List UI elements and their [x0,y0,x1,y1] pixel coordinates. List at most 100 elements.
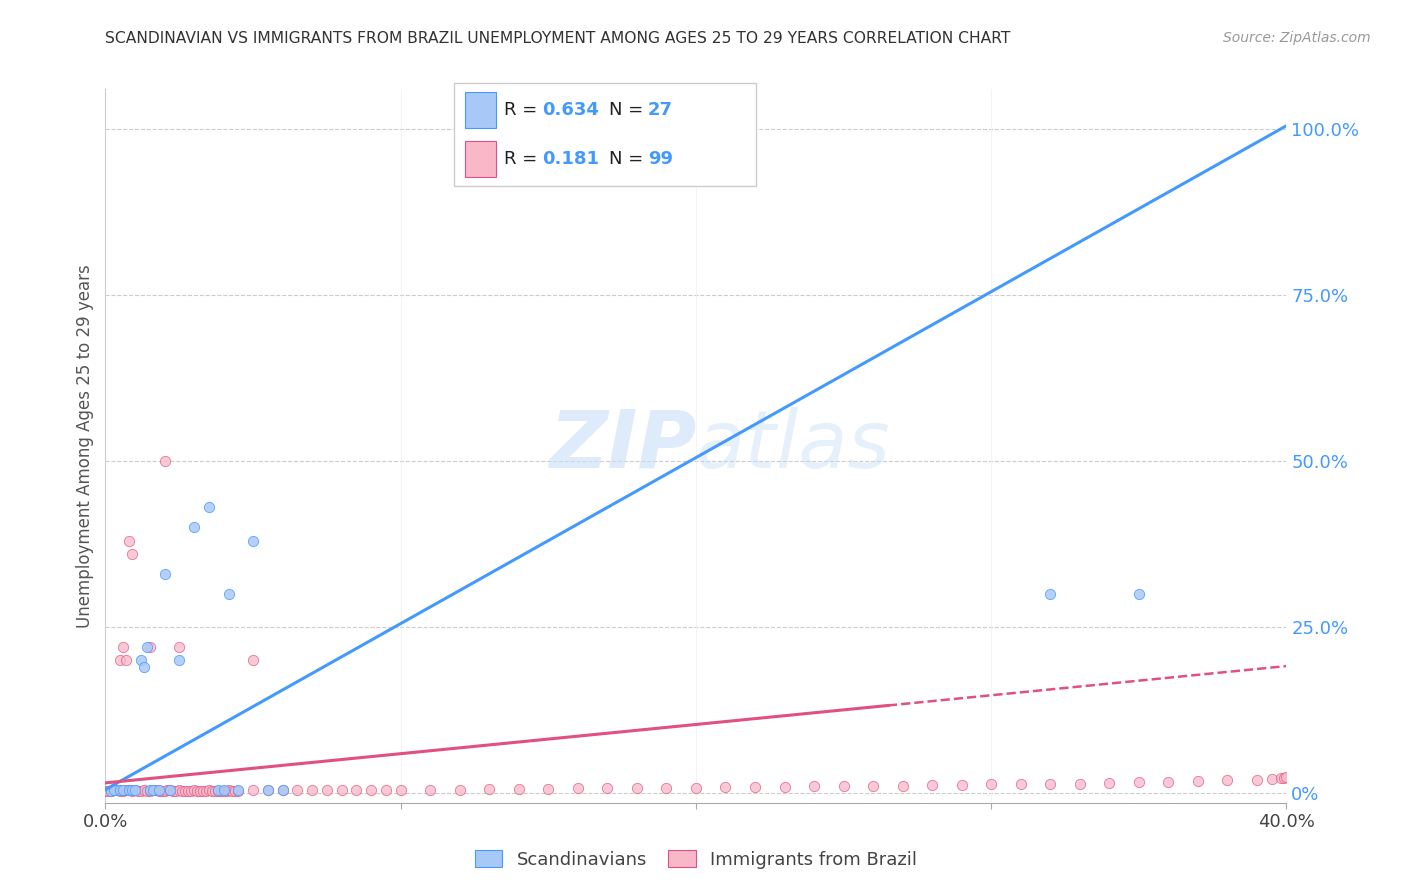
Point [626,780,648,795]
Point [212,782,235,797]
Point [389,782,412,797]
Point [1272,771,1295,785]
Point [256,783,278,797]
Point [1275,770,1298,784]
Point [212,784,235,798]
Point [148,782,170,797]
Point [744,780,766,794]
Point [148,784,170,798]
Point [110,782,132,797]
Point [224,784,246,798]
Point [1216,773,1239,788]
Point [150,784,173,798]
Point [162,784,184,798]
Point [132,783,155,797]
Point [135,640,157,654]
Point [242,653,264,667]
Point [221,784,243,798]
Text: atlas: atlas [696,407,891,485]
Point [142,782,165,797]
Point [980,777,1002,791]
Point [374,782,398,797]
Text: SCANDINAVIAN VS IMMIGRANTS FROM BRAZIL UNEMPLOYMENT AMONG AGES 25 TO 29 YEARS CO: SCANDINAVIAN VS IMMIGRANTS FROM BRAZIL U… [105,31,1011,46]
Point [330,783,353,797]
Point [191,784,214,798]
Point [478,781,501,796]
Point [209,784,232,798]
Point [115,783,138,797]
Point [159,782,181,797]
Text: R =: R = [505,101,537,119]
Point [862,779,884,793]
Point [110,653,132,667]
Point [803,779,825,793]
Text: ZIP: ZIP [548,407,696,485]
Point [112,782,135,797]
Point [204,784,226,798]
Point [508,781,530,796]
Point [183,520,205,534]
Point [115,653,138,667]
Point [287,783,309,797]
Point [271,782,294,797]
Point [129,653,152,667]
Point [832,779,855,793]
Point [145,783,167,797]
Point [360,782,382,797]
Point [714,780,737,794]
Point [207,784,229,798]
Point [165,784,187,798]
Point [194,784,217,798]
Point [127,784,149,798]
Point [138,640,162,654]
Point [169,640,191,654]
Point [121,782,143,797]
Point [201,784,224,798]
Point [112,784,135,798]
Point [180,784,202,798]
Point [97,784,120,798]
Point [105,783,128,797]
Point [94,784,117,798]
Point [346,782,368,797]
Point [1069,776,1091,790]
Text: 0.634: 0.634 [543,101,599,119]
Point [685,780,707,795]
Point [1128,775,1150,789]
Point [242,533,264,548]
Point [950,778,973,792]
Point [1246,772,1268,787]
Text: R =: R = [505,150,537,168]
Text: Source: ZipAtlas.com: Source: ZipAtlas.com [1223,31,1371,45]
Point [1010,777,1032,791]
Point [567,781,589,796]
Point [218,587,240,601]
Point [103,783,125,797]
Point [1039,776,1062,790]
Point [207,782,229,797]
Point [449,782,471,797]
Point [138,782,162,797]
Point [218,783,240,797]
Point [177,784,200,798]
Point [110,784,132,798]
Point [121,784,143,798]
Point [315,783,337,797]
Point [132,659,155,673]
Point [1187,773,1209,788]
Point [197,783,219,797]
Point [124,783,146,797]
Point [537,781,560,796]
Point [138,784,162,798]
Legend: Scandinavians, Immigrants from Brazil: Scandinavians, Immigrants from Brazil [468,843,924,876]
Point [197,500,219,515]
Point [156,783,179,797]
Point [186,784,208,798]
Point [301,783,323,797]
Point [174,784,197,798]
Point [1270,771,1292,785]
Point [118,783,141,797]
Point [891,779,914,793]
Point [100,784,122,798]
Point [256,782,278,797]
